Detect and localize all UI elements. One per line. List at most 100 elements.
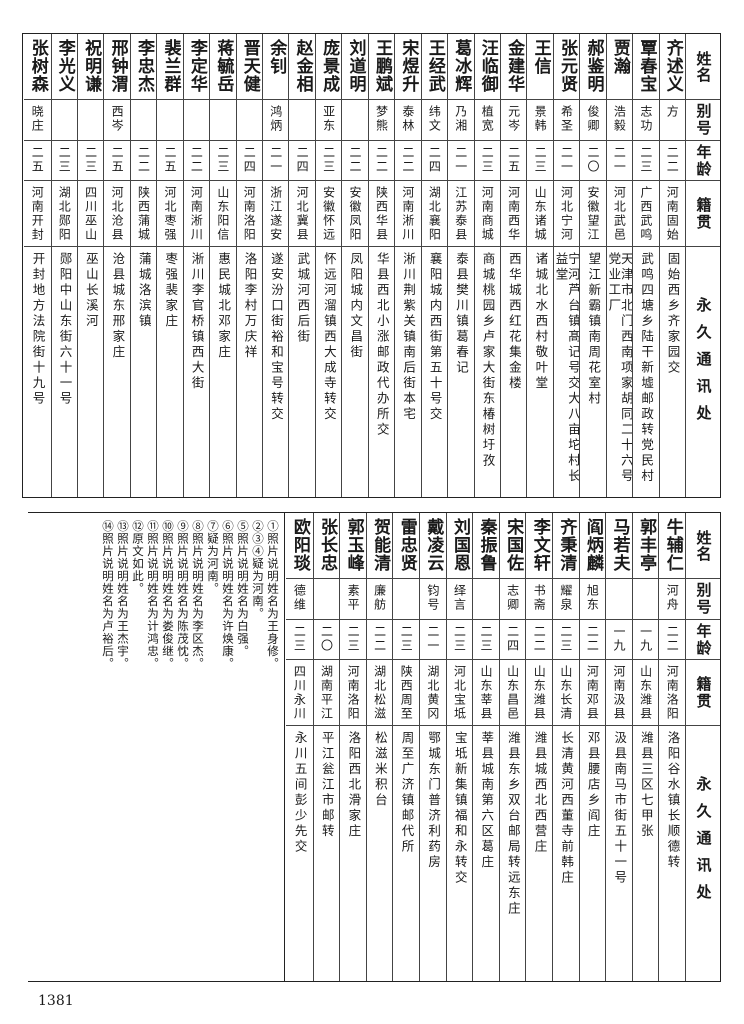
address-text: 天津市北门西南项家胡同二十六号党业工厂 bbox=[606, 252, 633, 485]
origin-text: 河北宝坻 bbox=[452, 665, 467, 721]
origin-cell: 四川巫山 bbox=[77, 181, 104, 247]
name-text: 李定华 bbox=[186, 39, 207, 93]
alias-cell: 德维 bbox=[286, 579, 313, 620]
origin-text: 山东阳信 bbox=[215, 186, 230, 242]
name-text: 覃春宝 bbox=[636, 39, 657, 93]
address-text: 开封地方法院街十九号 bbox=[30, 252, 46, 407]
person-column: 王信 景韩 二三 山东诸城 诸城北水西村敬叶堂 bbox=[526, 34, 553, 497]
person-column: 贾瀚 浩毅 二一 河北武邑 天津市北门西南项家胡同二十六号党业工厂 bbox=[605, 34, 633, 497]
alias-cell: 素平 bbox=[340, 579, 366, 620]
address-text: 鄂城东门普济利药房 bbox=[426, 731, 442, 871]
age-text: 二三 bbox=[321, 146, 336, 174]
age-text: 二三 bbox=[57, 146, 72, 174]
alias-text: 鸿炳 bbox=[268, 105, 283, 133]
address-cell: 永川五间彭少先交 bbox=[286, 726, 313, 981]
age-cell: 二三 bbox=[51, 141, 77, 181]
age-cell: 二〇 bbox=[580, 141, 606, 181]
name-text: 欧阳琰 bbox=[289, 518, 310, 572]
origin-cell: 河南西华 bbox=[500, 181, 527, 247]
origin-text: 山东诸城 bbox=[533, 186, 548, 242]
age-cell: 二二 bbox=[579, 620, 606, 660]
name-cell: 马若夫 bbox=[606, 513, 632, 579]
address-text: 西华城西红花集金楼 bbox=[506, 252, 522, 392]
person-column: 李光义 二三 湖北郧阳 郧阳中山东街六十一号 bbox=[50, 34, 77, 497]
origin-text: 浙江遂安 bbox=[268, 186, 283, 242]
alias-cell bbox=[289, 100, 315, 141]
header-alias-cell: 别号 bbox=[686, 100, 720, 141]
person-column: 祝明谦 二三 四川巫山 巫山长溪河 bbox=[76, 34, 104, 497]
alias-cell bbox=[632, 579, 659, 620]
alias-text: 希圣 bbox=[559, 105, 574, 133]
name-cell: 郝鉴明 bbox=[580, 34, 606, 100]
address-text: 惠民城北邓家庄 bbox=[216, 252, 232, 361]
age-text: 二三 bbox=[558, 625, 573, 653]
address-text: 松滋米积台 bbox=[372, 731, 388, 809]
origin-cell: 江苏泰县 bbox=[448, 181, 474, 247]
name-cell: 李文轩 bbox=[526, 513, 553, 579]
person-column: 雷忠贤 二三 陕西周至 周至广济镇邮代所 bbox=[392, 513, 420, 981]
person-column: 齐秉清 耀泉 二三 山东长清 长清黄河西董寺前韩庄 bbox=[552, 513, 579, 981]
address-text: 潍县城西北西营庄 bbox=[532, 731, 548, 855]
address-text: 潍县三区七甲张 bbox=[638, 731, 654, 840]
age-cell: 二三 bbox=[527, 141, 553, 181]
name-text: 汪临御 bbox=[477, 39, 498, 93]
person-column: 郝鉴明 俊卿 二〇 安徽望江 望江新霸镇南周花室村 bbox=[579, 34, 606, 497]
person-column: 李忠杰 二二 陕西蒲城 蒲城洛滨镇 bbox=[129, 34, 157, 497]
person-column: 郭玉峰 素平 二三 河南洛阳 洛阳西北滑家庄 bbox=[339, 513, 366, 981]
person-column: 晋天健 二四 河南洛阳 洛阳李村万庆祥 bbox=[235, 34, 262, 497]
name-cell: 宋国佐 bbox=[499, 513, 526, 579]
alias-text: 廉舫 bbox=[372, 584, 387, 612]
origin-cell: 湖北襄阳 bbox=[421, 181, 448, 247]
origin-cell: 山东莘县 bbox=[473, 660, 499, 726]
name-cell: 葛冰辉 bbox=[448, 34, 474, 100]
alias-cell: 志卿 bbox=[499, 579, 526, 620]
address-cell: 长清黄河西董寺前韩庄 bbox=[553, 726, 579, 981]
footnote: ⑫原文如此。 bbox=[131, 520, 145, 595]
alias-cell bbox=[130, 100, 157, 141]
name-text: 牛辅仁 bbox=[662, 518, 683, 572]
origin-text: 山东莘县 bbox=[479, 665, 494, 721]
age-cell: 二三 bbox=[77, 141, 104, 181]
person-column: 李文轩 书斋 二二 山东潍县 潍县城西北西营庄 bbox=[525, 513, 553, 981]
name-text: 蒋毓岳 bbox=[213, 39, 234, 93]
alias-text: 志卿 bbox=[505, 584, 520, 612]
age-text: 二三 bbox=[399, 625, 414, 653]
footnote: ⑪照片说明姓名为计鸿忠。 bbox=[146, 520, 160, 670]
origin-cell: 安徽望江 bbox=[580, 181, 606, 247]
header-name-cell: 姓名 bbox=[686, 34, 720, 100]
address-text: 淅川荆紫关镇南后街本宅 bbox=[401, 252, 417, 423]
address-text: 华县西北小涨邮政代办所交 bbox=[374, 252, 390, 438]
name-cell: 蒋毓岳 bbox=[210, 34, 236, 100]
header-column: 姓名 别号 年龄 籍贯 永久通讯处 bbox=[685, 513, 720, 981]
name-cell: 张树森 bbox=[24, 34, 51, 100]
age-cell: 二二 bbox=[526, 620, 553, 660]
name-cell: 刘国恩 bbox=[446, 513, 473, 579]
age-text: 二一 bbox=[425, 625, 440, 653]
name-cell: 宋煜升 bbox=[395, 34, 421, 100]
alias-text: 钧号 bbox=[425, 584, 440, 612]
footnote: ⑥照片说明姓名为许焕康。 bbox=[221, 520, 235, 670]
header-origin-cell: 籍贯 bbox=[686, 181, 720, 247]
address-text: 巫山长溪河 bbox=[83, 252, 99, 330]
age-text: 二五 bbox=[30, 146, 45, 174]
name-cell: 张元贤 bbox=[553, 34, 580, 100]
age-text: 二三 bbox=[480, 146, 495, 174]
age-text: 二二 bbox=[665, 146, 680, 174]
name-cell: 覃春宝 bbox=[633, 34, 659, 100]
header-name-text: 姓名 bbox=[694, 50, 713, 83]
age-cell: 二三 bbox=[340, 620, 366, 660]
footnote: ⑬照片说明姓名为王杰宇。 bbox=[116, 520, 130, 670]
footnote: ①照片说明姓名为王身修。 bbox=[266, 520, 280, 670]
alias-cell: 植宽 bbox=[474, 100, 500, 141]
person-column: 葛冰辉 乃湘 二一 江苏泰县 泰县樊川镇葛春记 bbox=[447, 34, 474, 497]
person-column: 李定华 二二 河南淅川 淅川李官桥镇西大街 bbox=[182, 34, 210, 497]
age-text: 二〇 bbox=[319, 625, 334, 653]
address-text: 泰县樊川镇葛春记 bbox=[454, 252, 470, 376]
person-column: 王经武 纬文 二四 湖北襄阳 襄阳城内西街第五十号交 bbox=[420, 34, 448, 497]
name-cell: 戴凌云 bbox=[420, 513, 446, 579]
person-column: 蒋毓岳 二三 山东阳信 惠民城北邓家庄 bbox=[209, 34, 236, 497]
origin-cell: 湖南平江 bbox=[313, 660, 340, 726]
address-cell: 汲县南马市街五十一号 bbox=[606, 726, 632, 981]
address-cell: 武鸣四塘乡陆干新墟邮政转党民村 bbox=[633, 247, 658, 497]
origin-cell: 河北冀县 bbox=[289, 181, 315, 247]
